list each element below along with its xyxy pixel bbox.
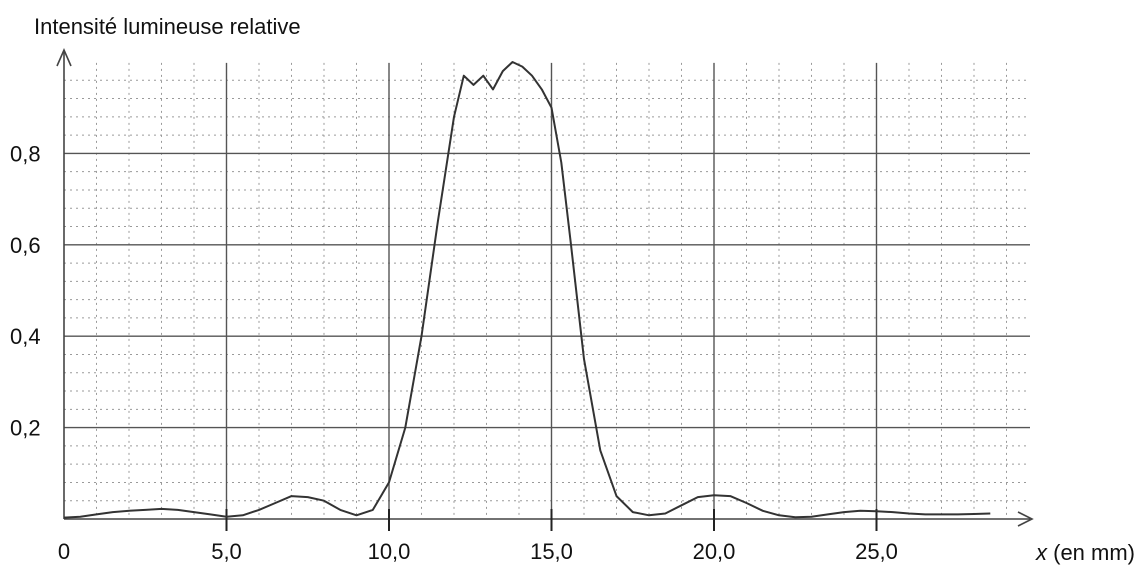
x-axis-arrow bbox=[1017, 511, 1034, 527]
x-tick-labels: 0 5,0 10,0 15,0 20,0 25,0 bbox=[58, 539, 898, 564]
y-tick-label: 0,8 bbox=[10, 141, 41, 166]
axes bbox=[56, 48, 1034, 527]
minor-grid bbox=[64, 62, 1030, 519]
y-tick-labels: 0,2 0,4 0,6 0,8 bbox=[10, 141, 41, 440]
tick-marks bbox=[225, 509, 878, 531]
x-axis-label-variable: x bbox=[1035, 540, 1048, 565]
plot-area bbox=[63, 61, 991, 519]
x-tick-label: 5,0 bbox=[211, 539, 242, 564]
x-axis-label-unit: (en mm) bbox=[1047, 540, 1135, 565]
major-grid bbox=[64, 62, 1030, 519]
x-tick-label: 10,0 bbox=[368, 539, 411, 564]
x-tick-label: 20,0 bbox=[693, 539, 736, 564]
x-axis-label: x (en mm) bbox=[1035, 540, 1135, 565]
y-tick-label: 0,4 bbox=[10, 324, 41, 349]
intensity-curve bbox=[63, 61, 991, 519]
y-axis-arrow bbox=[56, 48, 72, 67]
y-axis-label: Intensité lumineuse relative bbox=[34, 14, 301, 39]
x-tick-label: 25,0 bbox=[855, 539, 898, 564]
x-tick-label: 15,0 bbox=[530, 539, 573, 564]
x-tick-label: 0 bbox=[58, 539, 70, 564]
y-tick-label: 0,6 bbox=[10, 233, 41, 258]
y-tick-label: 0,2 bbox=[10, 416, 41, 441]
